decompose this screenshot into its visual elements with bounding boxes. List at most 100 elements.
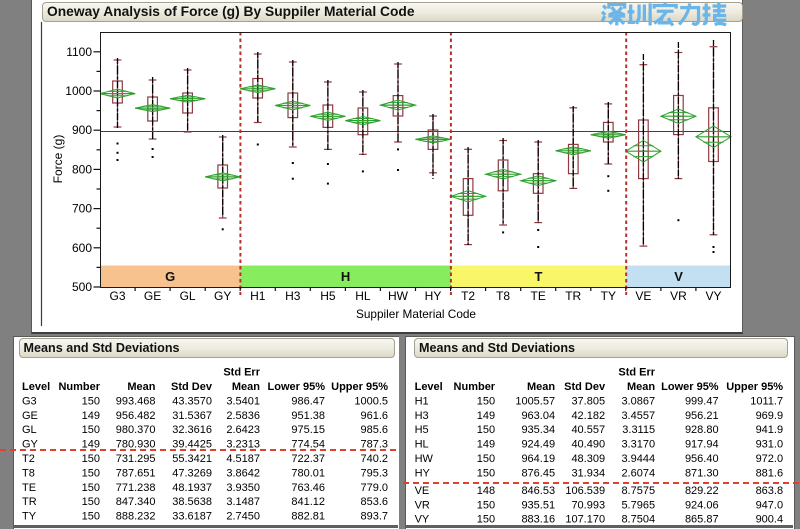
svg-text:999.47: 999.47 <box>685 395 719 407</box>
svg-text:150: 150 <box>82 482 100 494</box>
svg-text:Suppiler Material Code: Suppiler Material Code <box>356 307 476 321</box>
svg-text:3.4557: 3.4557 <box>621 410 655 422</box>
svg-text:924.06: 924.06 <box>685 499 719 511</box>
svg-text:150: 150 <box>82 467 100 479</box>
svg-text:5.7965: 5.7965 <box>621 499 655 511</box>
svg-text:V: V <box>674 269 683 284</box>
svg-text:888.232: 888.232 <box>116 511 156 523</box>
svg-text:150: 150 <box>82 511 100 523</box>
svg-text:150: 150 <box>82 453 100 465</box>
svg-text:T8: T8 <box>22 467 35 479</box>
svg-text:150: 150 <box>82 496 100 508</box>
svg-text:500: 500 <box>72 280 92 294</box>
svg-text:TY: TY <box>601 289 616 303</box>
svg-text:3.3170: 3.3170 <box>621 439 655 451</box>
svg-text:TY: TY <box>22 511 37 523</box>
svg-text:722.37: 722.37 <box>291 453 325 465</box>
svg-text:149: 149 <box>82 410 100 422</box>
svg-text:3.9444: 3.9444 <box>621 453 655 465</box>
svg-text:2.6074: 2.6074 <box>621 467 655 479</box>
svg-text:774.54: 774.54 <box>291 439 325 451</box>
svg-text:917.94: 917.94 <box>685 439 719 451</box>
svg-text:GY: GY <box>214 289 231 303</box>
svg-text:39.4425: 39.4425 <box>172 439 212 451</box>
svg-text:Number: Number <box>454 381 496 393</box>
svg-text:780.01: 780.01 <box>291 467 325 479</box>
svg-text:1011.7: 1011.7 <box>750 395 783 407</box>
svg-text:876.45: 876.45 <box>521 467 555 479</box>
svg-text:3.8642: 3.8642 <box>226 467 260 479</box>
svg-text:853.6: 853.6 <box>360 496 388 508</box>
svg-text:Mean: Mean <box>627 381 655 393</box>
svg-text:2.6423: 2.6423 <box>226 424 260 436</box>
svg-text:GE: GE <box>144 289 161 303</box>
svg-text:VY: VY <box>415 514 430 526</box>
svg-text:Level: Level <box>415 381 443 393</box>
svg-text:3.5401: 3.5401 <box>226 395 260 407</box>
svg-text:847.340: 847.340 <box>116 496 156 508</box>
svg-text:HW: HW <box>415 453 434 465</box>
svg-text:947.0: 947.0 <box>756 499 784 511</box>
svg-text:935.51: 935.51 <box>521 499 555 511</box>
svg-text:985.6: 985.6 <box>360 424 388 436</box>
svg-text:33.6187: 33.6187 <box>172 511 212 523</box>
svg-text:31.5367: 31.5367 <box>172 410 212 422</box>
svg-text:951.38: 951.38 <box>291 410 325 422</box>
svg-text:H3: H3 <box>285 289 301 303</box>
svg-text:40.557: 40.557 <box>571 424 605 436</box>
svg-text:980.370: 980.370 <box>116 424 156 436</box>
svg-text:T: T <box>535 269 543 284</box>
svg-text:731.295: 731.295 <box>116 453 156 465</box>
svg-text:900.4: 900.4 <box>756 514 784 526</box>
svg-text:150: 150 <box>477 453 495 465</box>
svg-text:43.3570: 43.3570 <box>172 395 212 407</box>
svg-text:H5: H5 <box>320 289 336 303</box>
svg-text:VE: VE <box>415 485 430 497</box>
svg-text:763.46: 763.46 <box>291 482 325 494</box>
svg-text:2.7450: 2.7450 <box>226 511 260 523</box>
svg-text:107.170: 107.170 <box>565 514 605 526</box>
svg-text:841.12: 841.12 <box>291 496 325 508</box>
svg-text:Mean: Mean <box>127 381 155 393</box>
svg-text:3.9350: 3.9350 <box>226 482 260 494</box>
svg-text:GY: GY <box>22 439 39 451</box>
svg-text:55.3421: 55.3421 <box>172 453 212 465</box>
svg-text:8.7575: 8.7575 <box>621 485 655 497</box>
svg-text:771.238: 771.238 <box>116 482 156 494</box>
svg-text:H: H <box>341 269 350 284</box>
svg-text:928.80: 928.80 <box>685 424 719 436</box>
svg-text:42.182: 42.182 <box>571 410 605 422</box>
svg-text:Lower 95%: Lower 95% <box>661 381 719 393</box>
svg-text:Upper 95%: Upper 95% <box>331 381 388 393</box>
svg-text:T2: T2 <box>461 289 475 303</box>
svg-text:H1: H1 <box>250 289 266 303</box>
svg-text:3.0867: 3.0867 <box>621 395 655 407</box>
svg-text:1000: 1000 <box>65 84 92 98</box>
svg-text:GL: GL <box>22 424 37 436</box>
svg-text:963.04: 963.04 <box>521 410 555 422</box>
svg-text:881.6: 881.6 <box>756 467 784 479</box>
svg-text:T2: T2 <box>22 453 35 465</box>
svg-text:TE: TE <box>531 289 546 303</box>
svg-text:900: 900 <box>72 123 92 137</box>
svg-text:HL: HL <box>355 289 371 303</box>
svg-text:150: 150 <box>82 424 100 436</box>
svg-text:795.3: 795.3 <box>360 467 388 479</box>
svg-text:964.19: 964.19 <box>521 453 555 465</box>
svg-text:2.5836: 2.5836 <box>226 410 260 422</box>
svg-text:1100: 1100 <box>66 45 92 59</box>
svg-text:Std Dev: Std Dev <box>171 381 213 393</box>
svg-text:893.7: 893.7 <box>360 511 388 523</box>
svg-text:G: G <box>165 269 175 284</box>
svg-text:149: 149 <box>82 439 100 451</box>
svg-text:787.3: 787.3 <box>360 439 388 451</box>
svg-text:150: 150 <box>477 499 495 511</box>
svg-text:VY: VY <box>705 289 721 303</box>
svg-text:47.3269: 47.3269 <box>172 467 212 479</box>
svg-text:8.7504: 8.7504 <box>621 514 655 526</box>
svg-text:38.5638: 38.5638 <box>172 496 212 508</box>
svg-text:VR: VR <box>670 289 687 303</box>
svg-text:956.482: 956.482 <box>116 410 156 422</box>
svg-text:871.30: 871.30 <box>685 467 719 479</box>
svg-text:924.49: 924.49 <box>521 439 555 451</box>
